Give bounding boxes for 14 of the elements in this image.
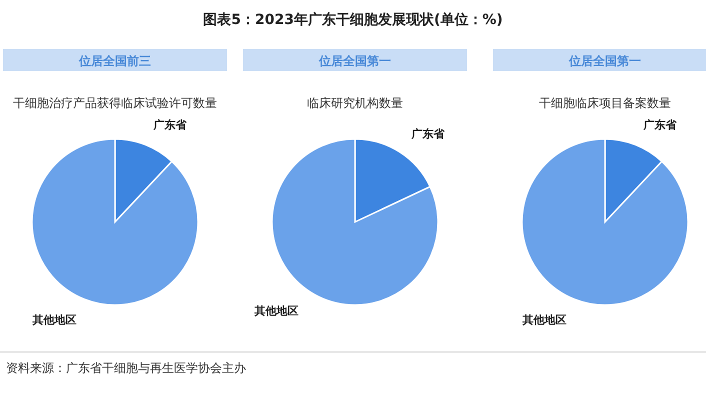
- slice-label: 其他地区: [521, 314, 566, 327]
- slice-label: 其他地区: [31, 314, 76, 327]
- chart-subtitle: 位居全国前三: [78, 54, 151, 68]
- chart-subtitle: 位居全国第一: [318, 54, 391, 68]
- chart-subtitle: 位居全国第一: [568, 54, 641, 68]
- slice-label: 广东省: [410, 127, 446, 140]
- chart-title: 干细胞临床项目备案数量: [539, 96, 671, 110]
- slice-label: 广东省: [642, 118, 678, 132]
- chart-title: 干细胞治疗产品获得临床试验许可数量: [13, 96, 217, 110]
- slice-label: 其他地区: [254, 304, 299, 318]
- text: 资料来源：广东省干细胞与再生医学协会主办: [6, 361, 246, 375]
- chart-title: 临床研究机构数量: [307, 96, 403, 110]
- text: 图表5：2023年广东干细胞发展现状(单位：%): [203, 11, 503, 28]
- slice-label: 广东省: [152, 118, 188, 132]
